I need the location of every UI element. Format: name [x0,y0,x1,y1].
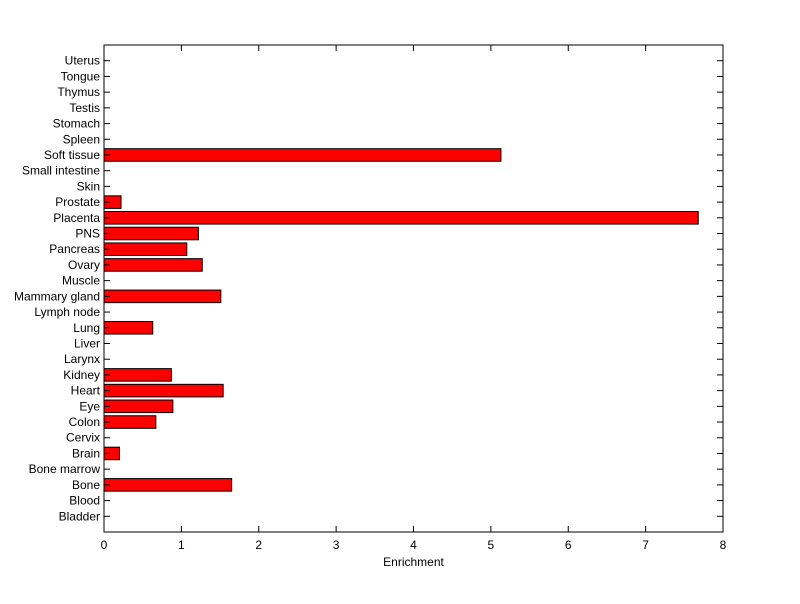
bar-kidney [103,368,172,382]
y-tick-label: Colon [69,415,100,429]
y-tick-label: Mammary gland [14,289,100,303]
x-tick-label: 1 [178,538,185,552]
ticks-layer [103,45,724,532]
x-tick-label: 4 [410,538,417,552]
y-tick-label: Liver [74,336,100,350]
y-tick-label: Bladder [59,509,100,523]
x-tick-label: 0 [101,538,108,552]
y-tick-label: Lung [73,321,100,335]
bar-colon [103,415,157,429]
y-tick-label: Larynx [64,352,100,366]
y-tick-label: Testis [69,101,100,115]
x-axis-label: Enrichment [383,555,444,569]
y-tick-label: Tongue [61,69,101,83]
y-tick-label: Cervix [66,431,100,445]
y-tick-label: Uterus [65,54,100,68]
x-tick-label: 5 [488,538,495,552]
y-tick-label: Soft tissue [44,148,100,162]
y-tick-label: Kidney [63,368,100,382]
y-tick-label: Spleen [63,132,100,146]
y-tick-label: Heart [71,384,101,398]
y-tick-label: Small intestine [22,164,100,178]
x-tick-label: 6 [565,538,572,552]
plot-area-frame [103,44,724,533]
x-tick-label: 7 [642,538,649,552]
bar-mammary-gland [103,289,222,304]
bar-eye [103,399,174,414]
y-tick-label: Ovary [68,258,100,272]
y-tick-label: Brain [72,446,100,460]
y-tick-label: Muscle [62,274,100,288]
y-tick-label: Thymus [57,85,100,99]
y-tick-label: Bone marrow [29,462,101,476]
bar-ovary [103,258,203,272]
y-tick-label: Pancreas [49,242,100,256]
bar-lung [103,320,154,335]
y-tick-label: Prostate [55,195,100,209]
y-tick-label: Placenta [53,211,100,225]
y-tick-label: Eye [79,399,100,413]
bar-heart [103,383,224,398]
bar-pns [103,226,199,241]
bar-soft-tissue [103,148,502,162]
y-tick-label: Blood [69,494,100,508]
y-tick-label: Lymph node [34,305,100,319]
x-tick-label: 8 [720,538,727,552]
y-tick-label: Skin [77,179,100,193]
y-tick-label: PNS [75,227,100,241]
bar-pancreas [103,242,188,257]
x-tick-label: 3 [333,538,340,552]
y-tick-label: Bone [72,478,100,492]
bar-placenta [103,211,699,225]
x-tick-label: 2 [255,538,262,552]
bar-bone [103,478,233,492]
y-tick-label: Stomach [53,117,100,131]
